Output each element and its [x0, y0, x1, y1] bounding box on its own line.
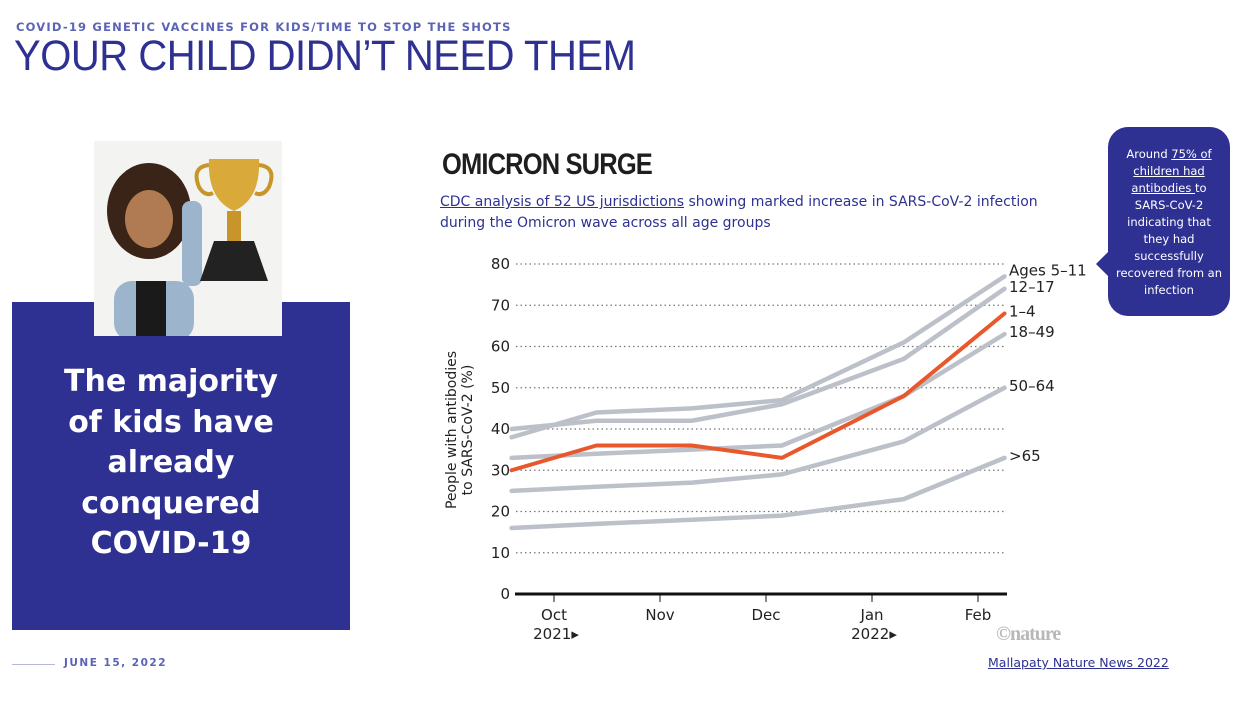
x-tick-label: Nov — [645, 606, 674, 624]
source-link[interactable]: Mallapaty Nature News 2022 — [988, 655, 1169, 670]
y-tick-label: 30 — [491, 461, 510, 479]
cdc-analysis-link[interactable]: CDC analysis of 52 US jurisdictions — [440, 194, 684, 210]
series-line-18–49 — [509, 331, 1007, 461]
x-tick-label: Jan — [859, 606, 883, 624]
series-label: 12–17 — [1009, 278, 1055, 296]
summary-line: already — [107, 445, 235, 480]
y-axis-label: to SARS-CoV-2 (%) — [460, 365, 476, 496]
callout-text: Around 75% of children had antibodies to… — [1114, 146, 1224, 299]
x-tick-year-label: 2022▸ — [851, 625, 897, 643]
x-tick-label: Dec — [751, 606, 780, 624]
summary-line: conquered — [81, 485, 261, 521]
y-tick-label: 0 — [500, 585, 510, 603]
x-tick-year-label: 2021▸ — [533, 625, 579, 643]
series-label: 18–49 — [1009, 323, 1055, 341]
series-label: >65 — [1009, 447, 1041, 465]
nature-credit: ©nature — [996, 623, 1061, 645]
footer-date: JUNE 15, 2022 — [64, 657, 168, 669]
y-tick-label: 10 — [491, 544, 510, 562]
child-with-trophy-photo — [94, 141, 282, 336]
y-tick-label: 50 — [491, 379, 510, 397]
series-label: 50–64 — [1009, 377, 1055, 395]
callout-pointer — [1096, 250, 1110, 278]
chart-subtitle-text: showing marked increase in SARS-CoV-2 in… — [440, 194, 1038, 231]
y-axis-label: People with antibodies — [444, 351, 460, 509]
y-tick-label: 40 — [491, 420, 510, 438]
summary-text: The majority of kids have already conque… — [12, 362, 330, 565]
series-line->65 — [509, 455, 1007, 531]
chart-title: OMICRON SURGE — [442, 148, 653, 181]
summary-line: COVID-19 — [90, 526, 252, 561]
callout-prefix: Around — [1126, 147, 1172, 161]
y-tick-label: 20 — [491, 503, 510, 521]
slide-title: YOUR CHILD DIDN’T NEED THEM — [14, 32, 636, 80]
y-tick-label: 60 — [491, 338, 510, 356]
series-label: 1–4 — [1009, 303, 1036, 321]
x-tick-label: Feb — [965, 606, 992, 624]
callout-bubble — [1108, 127, 1230, 316]
callout-suffix: to SARS-CoV-2 indicating that they had s… — [1115, 181, 1223, 297]
series-line-50–64 — [509, 385, 1007, 494]
y-tick-label: 70 — [491, 296, 510, 314]
chart-subtitle: CDC analysis of 52 US jurisdictions show… — [440, 192, 1040, 234]
series-line-1–4 — [509, 311, 1007, 473]
series-label: Ages 5–11 — [1009, 261, 1087, 279]
series-line-Ages 5–11 — [509, 274, 1007, 440]
callout-link[interactable]: 75% of children had antibodies — [1131, 147, 1212, 195]
summary-panel — [12, 302, 350, 630]
y-tick-label: 80 — [491, 255, 510, 273]
footer-divider — [12, 664, 55, 665]
summary-line: of kids have — [68, 404, 274, 440]
series-line-12–17 — [509, 286, 1007, 432]
slide-kicker: COVID-19 GENETIC VACCINES FOR KIDS/TIME … — [16, 20, 512, 34]
summary-line: The majority — [64, 364, 278, 399]
x-tick-label: Oct — [541, 606, 567, 624]
